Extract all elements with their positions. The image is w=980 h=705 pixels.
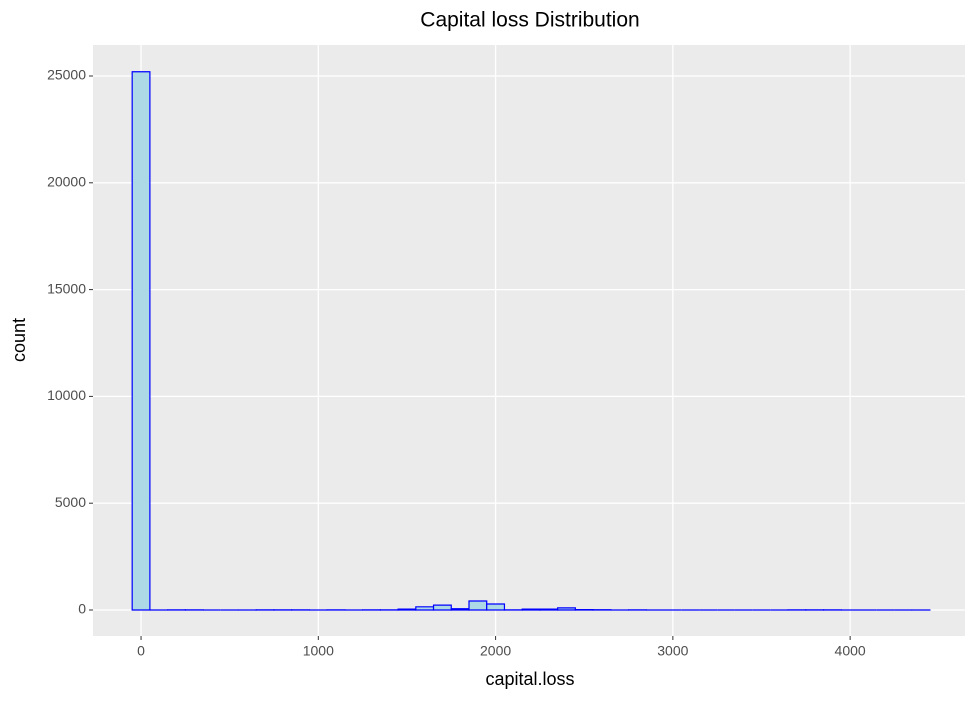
x-axis-title: capital.loss	[485, 669, 574, 689]
panel	[93, 45, 965, 636]
bar	[132, 72, 150, 610]
bar	[416, 607, 434, 610]
chart-title: Capital loss Distribution	[420, 9, 639, 32]
y-tick-label: 0	[78, 601, 86, 617]
bar	[434, 605, 452, 610]
bar	[487, 604, 505, 610]
x-tick-label: 0	[137, 643, 145, 659]
y-tick-label: 15000	[47, 280, 86, 296]
x-tick-label: 2000	[480, 643, 511, 659]
x-tick-label: 4000	[835, 643, 866, 659]
bar	[469, 601, 487, 610]
bar	[558, 608, 576, 610]
y-tick-label: 20000	[47, 173, 86, 189]
x-tick-label: 3000	[657, 643, 688, 659]
y-axis-title: count	[9, 318, 29, 362]
bar	[451, 609, 469, 610]
y-tick-label: 5000	[55, 494, 86, 510]
y-tick-label: 25000	[47, 67, 86, 83]
bar	[522, 609, 540, 610]
y-tick-label: 10000	[47, 387, 86, 403]
bar	[398, 609, 416, 610]
bar	[540, 609, 558, 610]
x-tick-label: 1000	[303, 643, 334, 659]
